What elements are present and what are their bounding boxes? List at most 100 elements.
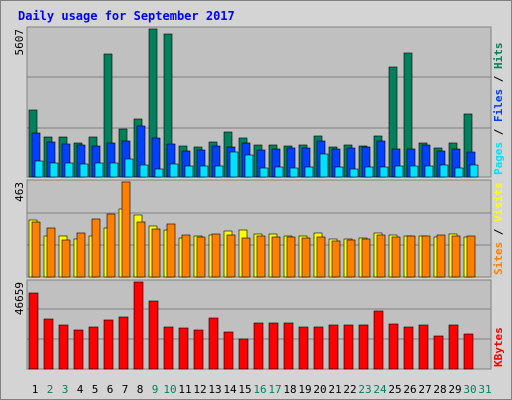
bar-pages-day-29	[454, 167, 464, 178]
bar-pages-day-27	[424, 165, 434, 178]
bar-kbytes-day-28	[433, 335, 444, 370]
day-label-27: 27	[418, 383, 431, 396]
day-label-28: 28	[433, 383, 446, 396]
day-label-29: 29	[448, 383, 461, 396]
bar-sites-day-16	[256, 235, 266, 278]
panel-max-label: 5607	[13, 29, 26, 56]
legend-entry: Pages	[492, 142, 505, 175]
bar-pages-day-24	[379, 166, 389, 178]
bar-kbytes-day-12	[193, 329, 204, 370]
bar-pages-day-25	[394, 165, 404, 178]
bar-kbytes-day-14	[223, 331, 234, 370]
day-label-26: 26	[403, 383, 416, 396]
bar-sites-day-5	[91, 218, 101, 278]
panel-middle: 463 Sites / Visits	[13, 179, 505, 278]
bar-kbytes-day-4	[73, 329, 84, 370]
bar-kbytes-day-15	[238, 338, 249, 370]
bar-pages-day-3	[64, 162, 74, 178]
bar-sites-day-17	[271, 236, 281, 278]
bar-sites-day-28	[436, 234, 446, 278]
day-label-8: 8	[137, 383, 144, 396]
bar-kbytes-day-29	[448, 324, 459, 370]
bar-sites-day-6	[106, 213, 116, 278]
panel-legend: Pages / Files / Hits	[492, 43, 505, 176]
bar-sites-day-27	[421, 235, 431, 278]
bar-sites-day-7	[121, 181, 131, 278]
bar-pages-day-8	[139, 164, 149, 178]
bar-sites-day-9	[151, 228, 161, 278]
bar-kbytes-day-13	[208, 317, 219, 370]
day-label-20: 20	[313, 383, 326, 396]
legend-entry: Files	[492, 89, 505, 122]
panel-max-label: 46659	[13, 282, 26, 315]
bar-kbytes-day-16	[253, 322, 264, 370]
day-label-25: 25	[388, 383, 401, 396]
bar-kbytes-day-8	[133, 281, 144, 370]
bar-pages-day-15	[244, 154, 254, 178]
legend-entry: Hits	[492, 43, 505, 70]
bar-sites-day-20	[316, 236, 326, 278]
day-label-11: 11	[178, 383, 191, 396]
bar-kbytes-day-9	[148, 300, 159, 370]
panel-top: 5607 Pages / Files / Hits	[13, 26, 505, 178]
bar-kbytes-day-23	[358, 324, 369, 370]
bar-pages-day-20	[319, 153, 329, 178]
bar-pages-day-5	[94, 162, 104, 178]
bar-pages-day-11	[184, 165, 194, 178]
day-label-10: 10	[163, 383, 176, 396]
bar-pages-day-21	[334, 166, 344, 178]
bar-kbytes-day-11	[178, 327, 189, 370]
bar-pages-day-2	[49, 162, 59, 178]
bar-pages-day-19	[304, 166, 314, 178]
bar-sites-day-12	[196, 236, 206, 278]
day-label-4: 4	[77, 383, 84, 396]
legend-entry: /	[492, 69, 505, 89]
bar-pages-day-26	[409, 165, 419, 178]
bar-pages-day-13	[214, 165, 224, 178]
day-label-24: 24	[373, 383, 387, 396]
day-label-1: 1	[32, 383, 39, 396]
bar-kbytes-day-27	[418, 324, 429, 370]
bar-pages-day-7	[124, 158, 134, 178]
bar-sites-day-18	[286, 236, 296, 278]
bar-sites-day-26	[406, 235, 416, 278]
day-label-13: 13	[208, 383, 221, 396]
bar-sites-day-24	[376, 234, 386, 278]
bar-sites-day-25	[391, 236, 401, 278]
bar-sites-day-10	[166, 223, 176, 278]
day-label-7: 7	[122, 383, 129, 396]
day-label-12: 12	[193, 383, 206, 396]
panel-legend: Sites / Visits	[492, 182, 505, 275]
legend-entry: Sites	[492, 242, 505, 275]
day-label-5: 5	[92, 383, 99, 396]
bar-kbytes-day-6	[103, 319, 114, 370]
bar-pages-day-4	[79, 163, 89, 178]
day-label-19: 19	[298, 383, 311, 396]
bar-kbytes-day-17	[268, 322, 279, 370]
bar-pages-day-18	[289, 167, 299, 178]
day-label-9: 9	[152, 383, 159, 396]
bar-kbytes-day-30	[463, 333, 474, 370]
day-label-31: 31	[478, 383, 491, 396]
panel-legend: KBytes	[492, 327, 505, 367]
day-label-14: 14	[223, 383, 237, 396]
bar-sites-day-21	[331, 240, 341, 278]
bar-kbytes-day-2	[43, 318, 54, 370]
bar-kbytes-day-10	[163, 326, 174, 370]
day-label-23: 23	[358, 383, 371, 396]
bar-sites-day-4	[76, 232, 86, 278]
day-label-16: 16	[253, 383, 266, 396]
bar-sites-day-15	[241, 237, 251, 278]
day-label-3: 3	[62, 383, 69, 396]
bar-pages-day-17	[274, 166, 284, 178]
bar-pages-day-9	[154, 168, 164, 178]
bar-kbytes-day-26	[403, 326, 414, 370]
bar-kbytes-day-20	[313, 326, 324, 370]
bar-kbytes-day-22	[343, 324, 354, 370]
bar-pages-day-16	[259, 167, 269, 178]
day-label-2: 2	[47, 383, 54, 396]
legend-entry: KBytes	[492, 327, 505, 367]
day-label-22: 22	[343, 383, 356, 396]
bar-sites-day-22	[346, 239, 356, 278]
